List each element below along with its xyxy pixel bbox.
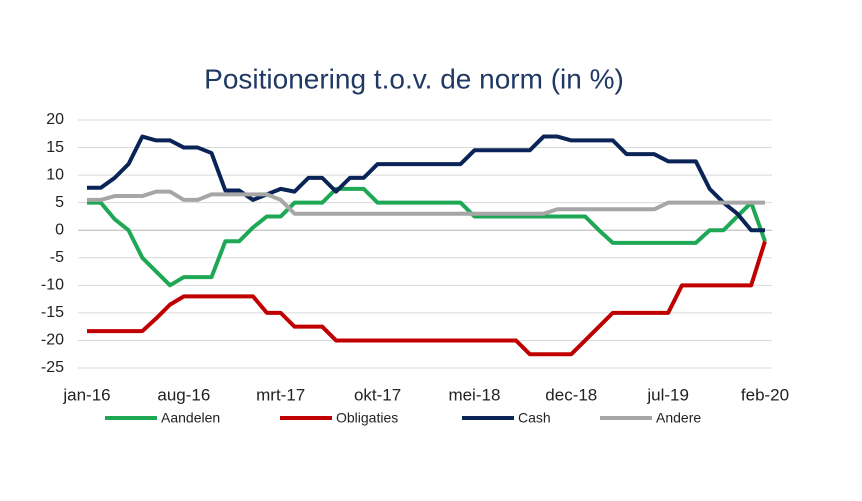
y-tick-label: -20 (41, 332, 64, 349)
legend-label: Obligaties (336, 410, 398, 426)
y-tick-label: -5 (50, 249, 64, 266)
x-tick-label: jul-19 (646, 385, 689, 404)
series-line (87, 134, 765, 233)
series-line (87, 189, 765, 216)
x-tick-label: feb-20 (741, 385, 789, 404)
y-tick-label: -10 (41, 277, 64, 294)
legend-label: Aandelen (161, 410, 220, 426)
y-tick-label: 20 (46, 111, 64, 128)
y-tick-label: -25 (41, 359, 64, 376)
y-tick-label: 5 (55, 194, 64, 211)
y-tick-label: 0 (55, 221, 64, 238)
x-tick-label: jan-16 (62, 385, 110, 404)
x-tick-label: dec-18 (545, 385, 597, 404)
series-line (87, 186, 767, 288)
x-tick-label: okt-17 (354, 385, 401, 404)
x-tick-label: mrt-17 (256, 385, 305, 404)
y-tick-label: -15 (41, 304, 64, 321)
y-tick-label: 10 (46, 166, 64, 183)
x-tick-label: aug-16 (157, 385, 210, 404)
chart-title: Positionering t.o.v. de norm (in %) (204, 63, 624, 94)
x-tick-label: mei-18 (448, 385, 500, 404)
y-tick-label: 15 (46, 139, 64, 156)
legend-label: Cash (518, 410, 551, 426)
series-line (87, 240, 767, 357)
legend-label: Andere (656, 410, 701, 426)
